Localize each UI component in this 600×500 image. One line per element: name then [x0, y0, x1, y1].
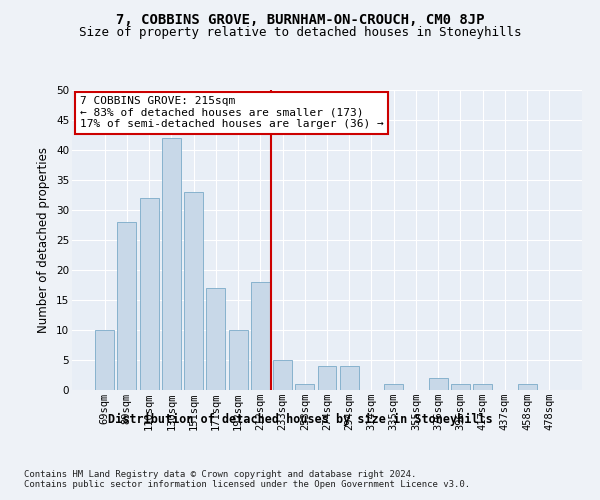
Bar: [384, 384, 403, 390]
Bar: [140, 198, 158, 390]
Bar: [206, 288, 225, 390]
Bar: [184, 192, 203, 390]
Bar: [451, 384, 470, 390]
Bar: [518, 384, 536, 390]
Text: 7 COBBINS GROVE: 215sqm
← 83% of detached houses are smaller (173)
17% of semi-d: 7 COBBINS GROVE: 215sqm ← 83% of detache…: [80, 96, 383, 129]
Y-axis label: Number of detached properties: Number of detached properties: [37, 147, 50, 333]
Text: Contains public sector information licensed under the Open Government Licence v3: Contains public sector information licen…: [24, 480, 470, 489]
Bar: [251, 282, 270, 390]
Text: 7, COBBINS GROVE, BURNHAM-ON-CROUCH, CM0 8JP: 7, COBBINS GROVE, BURNHAM-ON-CROUCH, CM0…: [116, 12, 484, 26]
Bar: [317, 366, 337, 390]
Bar: [95, 330, 114, 390]
Bar: [229, 330, 248, 390]
Bar: [118, 222, 136, 390]
Bar: [429, 378, 448, 390]
Bar: [340, 366, 359, 390]
Bar: [162, 138, 181, 390]
Bar: [273, 360, 292, 390]
Bar: [295, 384, 314, 390]
Text: Distribution of detached houses by size in Stoneyhills: Distribution of detached houses by size …: [107, 412, 493, 426]
Bar: [473, 384, 492, 390]
Text: Contains HM Land Registry data © Crown copyright and database right 2024.: Contains HM Land Registry data © Crown c…: [24, 470, 416, 479]
Text: Size of property relative to detached houses in Stoneyhills: Size of property relative to detached ho…: [79, 26, 521, 39]
